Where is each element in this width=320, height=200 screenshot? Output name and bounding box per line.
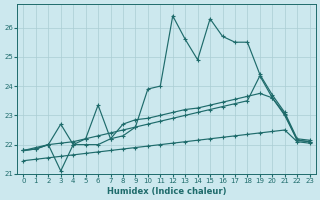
X-axis label: Humidex (Indice chaleur): Humidex (Indice chaleur) [107, 187, 226, 196]
